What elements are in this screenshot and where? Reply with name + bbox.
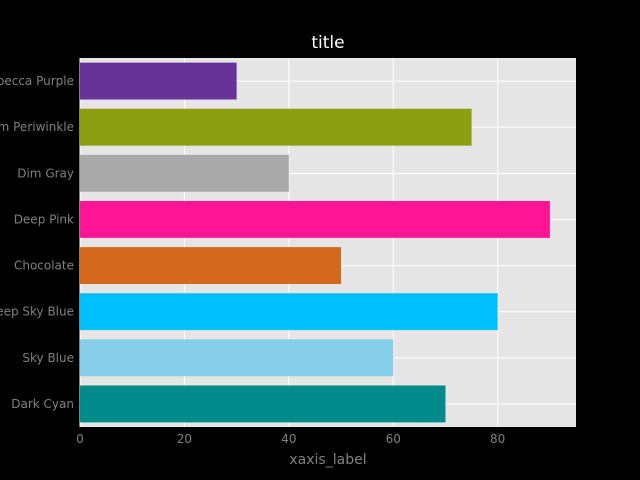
x-tick-label: 60 [386,432,401,446]
x-tick-label: 80 [490,432,505,446]
x-axis-label: xaxis_label [289,452,366,468]
bar-dark-cyan [80,385,446,423]
bar-sky-blue [80,339,394,377]
y-tick-label: Sky Blue [22,351,74,365]
x-tick-labels: 0 20 40 60 80 [76,432,505,446]
y-tick-labels: Dark Cyan Sky Blue Deep Sky Blue Chocolate D… [0,74,74,411]
chart-title: title [311,33,344,53]
bar-dim-gray [80,154,289,192]
y-tick-label: Deep Sky Blue [0,305,74,319]
y-tick-label: Deep Pink [14,212,74,226]
y-tick-label: Chocolate [14,259,74,273]
bar-deep-pink [80,200,550,238]
bars [80,62,550,423]
bar-medium-periwinkle [80,108,472,146]
y-tick-label: Dim Gray [17,166,74,180]
bar-rebecca-purple [80,62,237,100]
y-tick-label: Medium Periwinkle [0,120,74,134]
x-tick-label: 0 [76,432,84,446]
bar-chocolate [80,247,342,285]
x-tick-label: 40 [281,432,296,446]
y-tick-label: Rebecca Purple [0,74,74,88]
y-tick-label: Dark Cyan [11,397,74,411]
bar-deep-sky-blue [80,293,498,331]
x-tick-label: 20 [177,432,192,446]
